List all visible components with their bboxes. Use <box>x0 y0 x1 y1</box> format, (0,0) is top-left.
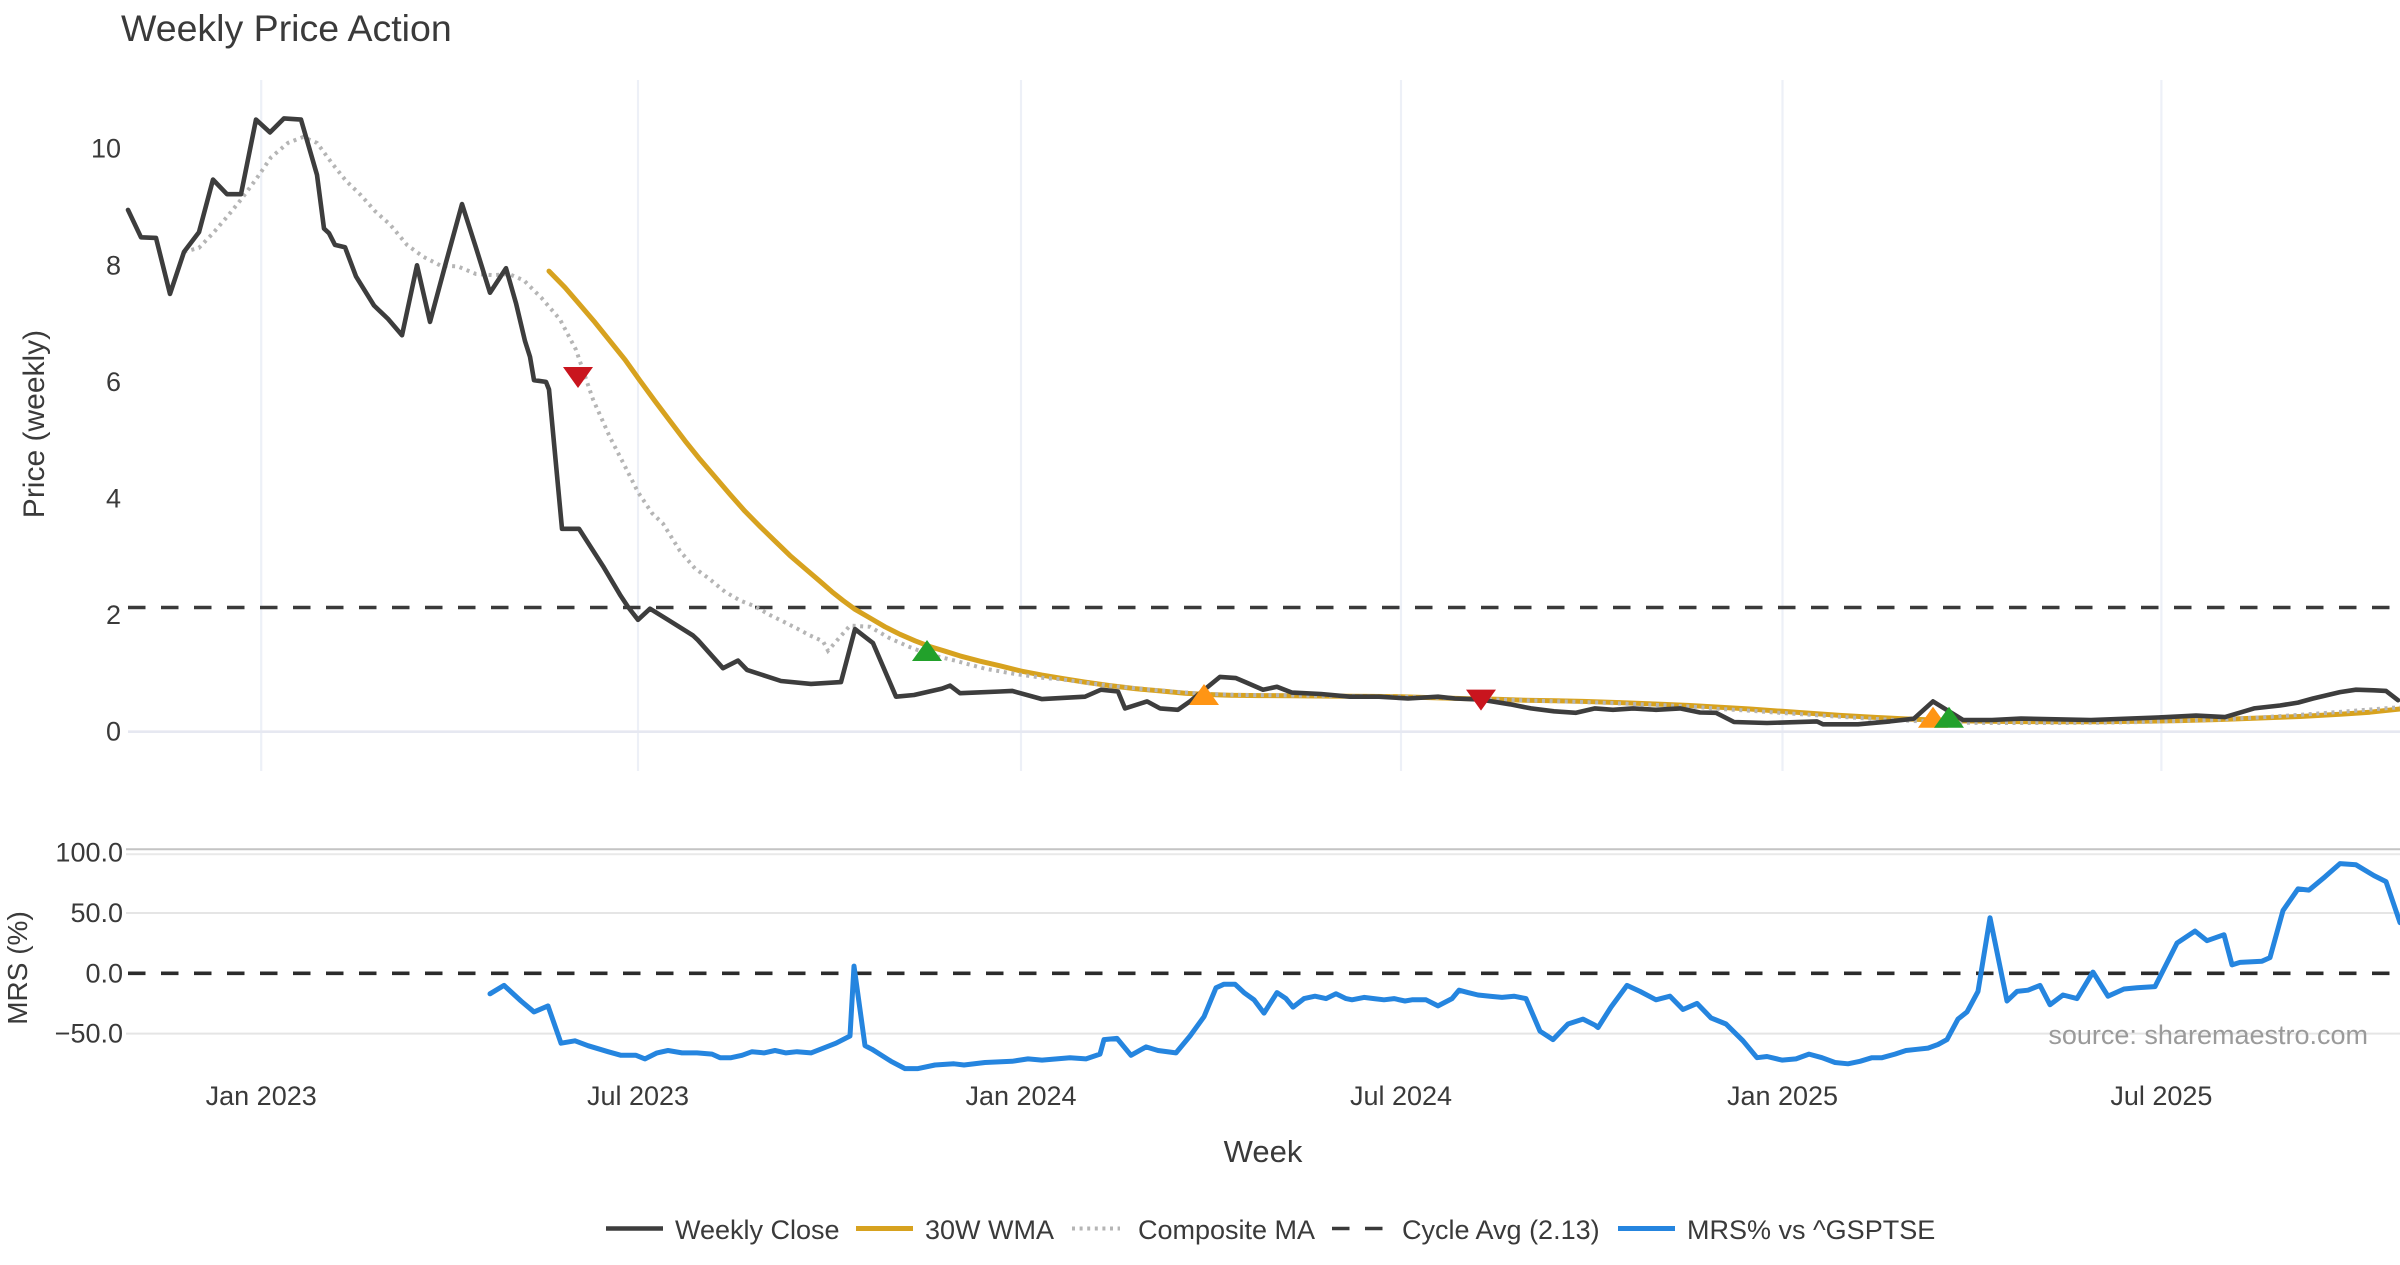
svg-text:10: 10 <box>91 134 121 164</box>
svg-text:Jan 2023: Jan 2023 <box>206 1081 317 1111</box>
svg-text:MRS% vs ^GSPTSE: MRS% vs ^GSPTSE <box>1687 1215 1935 1245</box>
svg-text:Composite MA: Composite MA <box>1138 1215 1315 1245</box>
svg-text:50.0: 50.0 <box>70 898 123 928</box>
svg-text:Jan 2025: Jan 2025 <box>1727 1081 1838 1111</box>
svg-text:source: sharemaestro.com: source: sharemaestro.com <box>2048 1020 2368 1050</box>
svg-text:MRS (%): MRS (%) <box>2 911 33 1025</box>
svg-text:0: 0 <box>106 717 121 747</box>
svg-text:Week: Week <box>1224 1134 1303 1169</box>
svg-text:2: 2 <box>106 600 121 630</box>
svg-text:Weekly Close: Weekly Close <box>675 1215 840 1245</box>
svg-text:4: 4 <box>106 484 121 514</box>
svg-text:Price (weekly): Price (weekly) <box>18 330 51 518</box>
svg-text:Jan 2024: Jan 2024 <box>965 1081 1076 1111</box>
svg-text:100.0: 100.0 <box>55 838 123 868</box>
svg-text:6: 6 <box>106 367 121 397</box>
svg-text:−50.0: −50.0 <box>55 1019 123 1049</box>
svg-text:Cycle Avg (2.13): Cycle Avg (2.13) <box>1402 1215 1600 1245</box>
svg-text:Jul 2024: Jul 2024 <box>1350 1081 1452 1111</box>
svg-text:8: 8 <box>106 250 121 280</box>
svg-text:0.0: 0.0 <box>85 958 123 988</box>
svg-text:30W WMA: 30W WMA <box>925 1215 1054 1245</box>
svg-text:Weekly Price Action: Weekly Price Action <box>121 7 452 49</box>
svg-text:Jul 2025: Jul 2025 <box>2110 1081 2212 1111</box>
svg-text:Jul 2023: Jul 2023 <box>587 1081 689 1111</box>
